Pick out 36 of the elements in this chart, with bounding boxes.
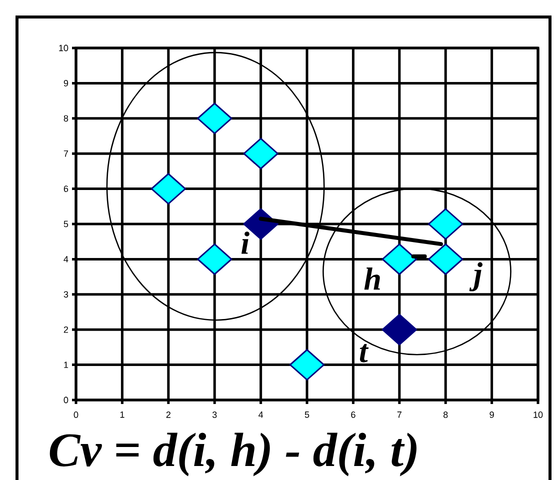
point [382,314,418,346]
point [150,173,186,205]
annotation: t [360,344,369,362]
point [196,243,232,275]
text: Cv = d(i, h) - d(i, t) [50,432,416,476]
x-tick-label: 1 [120,412,124,418]
point [289,349,325,381]
x-tick-label: 9 [490,412,494,418]
y-tick-label: 4 [64,256,68,262]
y-tick-label: 8 [64,115,68,122]
point [428,208,464,240]
y-tick-label: 10 [59,44,68,52]
x-tick-label: 7 [397,412,402,418]
y-tick-label: 3 [64,291,68,298]
y-tick-label: 1 [64,362,68,368]
annotation: h [364,267,380,290]
point [196,102,232,134]
x-tick-label: 0 [74,412,78,418]
y-tick-label: 6 [64,186,68,192]
x-tick-label: 3 [212,412,217,418]
y-tick-label: 2 [64,326,68,333]
x-tick-label: 4 [258,412,264,418]
annotation: j [469,262,482,292]
x-tick-label: 10 [534,412,543,418]
x-tick-label: 2 [166,412,170,418]
x-tick-label: 6 [351,412,356,418]
y-tick-label: 5 [64,220,68,228]
x-tick-label: 8 [443,412,448,418]
y-tick-label: 9 [64,80,68,86]
point [428,243,464,275]
y-tick-label: 0 [64,396,68,404]
y-tick-label: 7 [64,150,68,157]
annotation: i [241,232,250,254]
point [243,138,278,170]
point [382,243,418,275]
x-tick-label: 5 [304,412,310,418]
